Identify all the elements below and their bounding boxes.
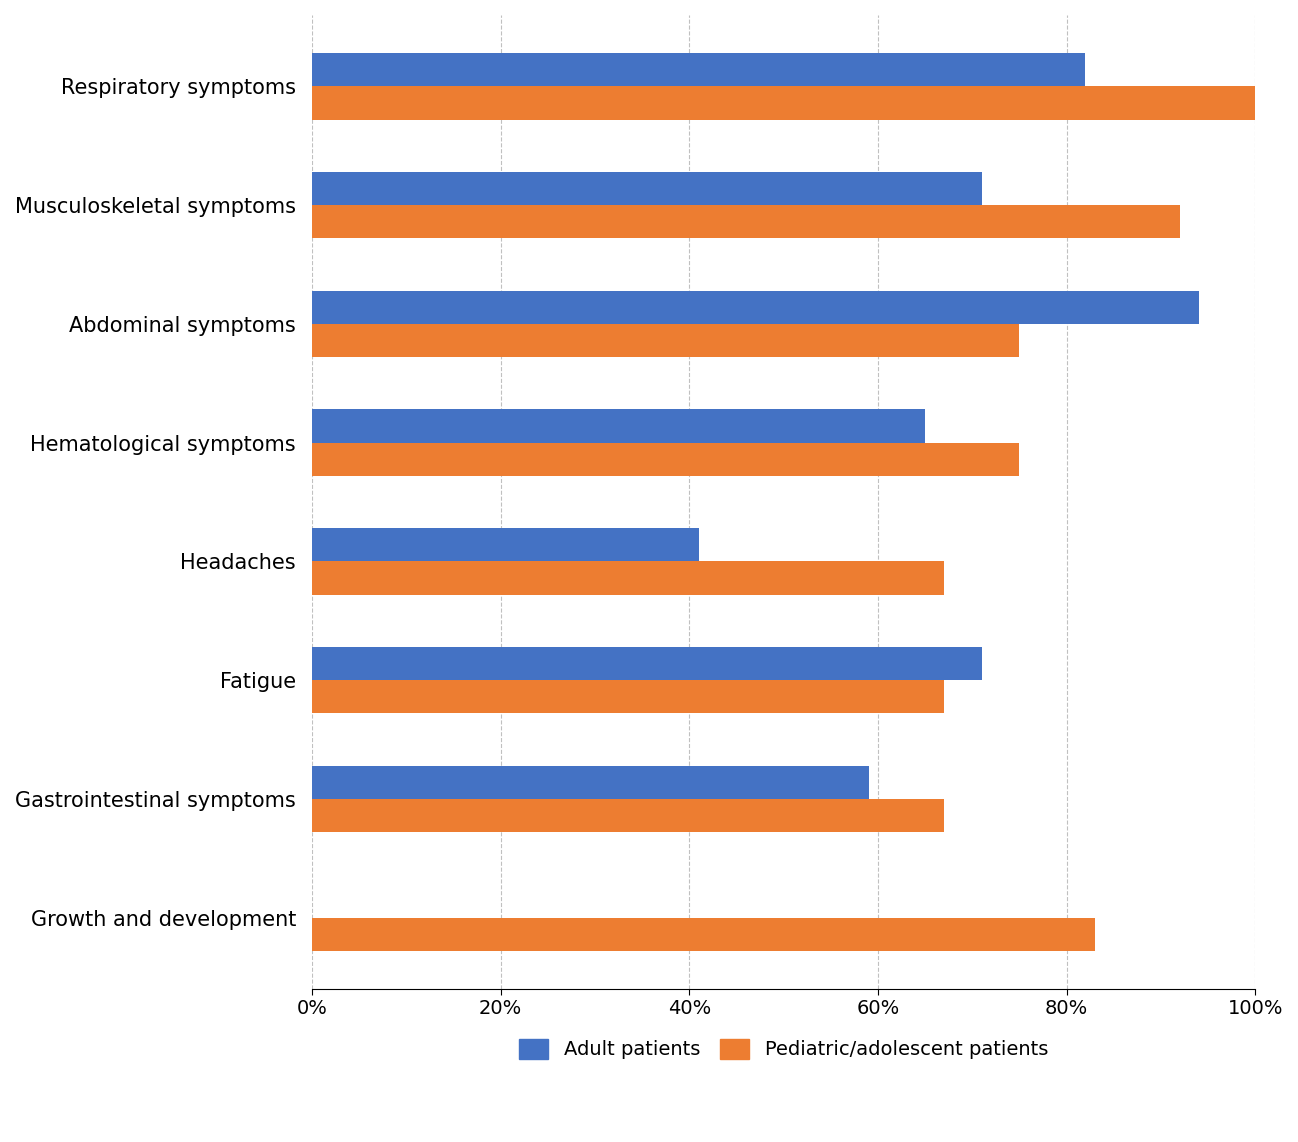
- Bar: [312, 290, 1198, 324]
- Bar: [312, 171, 981, 206]
- Bar: [312, 799, 944, 833]
- Bar: [312, 528, 698, 562]
- Bar: [312, 681, 944, 714]
- Bar: [312, 409, 925, 443]
- Bar: [312, 324, 1019, 357]
- Bar: [312, 766, 868, 799]
- Bar: [312, 648, 981, 681]
- Bar: [312, 53, 1085, 87]
- Legend: Adult patients, Pediatric/adolescent patients: Adult patients, Pediatric/adolescent pat…: [511, 1031, 1055, 1067]
- Bar: [312, 87, 1255, 120]
- Bar: [312, 562, 944, 595]
- Bar: [312, 206, 1180, 239]
- Bar: [312, 443, 1019, 476]
- Bar: [312, 918, 1096, 951]
